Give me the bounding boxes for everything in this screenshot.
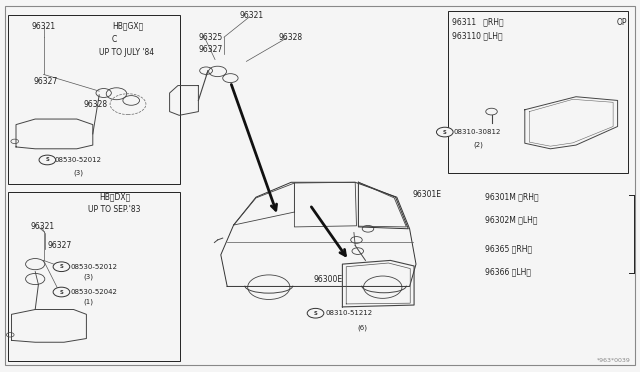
Text: 08530-52012: 08530-52012: [54, 157, 101, 163]
Text: 96302M 〈LH〉: 96302M 〈LH〉: [485, 215, 538, 224]
Text: 96301M 〈RH〉: 96301M 〈RH〉: [485, 193, 539, 202]
Text: OP: OP: [616, 18, 627, 27]
Text: HB〈GX〉: HB〈GX〉: [112, 22, 143, 31]
Text: 96328: 96328: [83, 100, 108, 109]
Bar: [8, 192, 180, 361]
Text: 96311   〈RH〉: 96311 〈RH〉: [452, 18, 504, 27]
Circle shape: [53, 287, 70, 297]
Text: (3): (3): [83, 274, 93, 280]
Text: 96321: 96321: [240, 11, 264, 20]
Text: 96321: 96321: [31, 222, 55, 231]
Text: 96300E: 96300E: [314, 275, 343, 284]
Text: 08530-52042: 08530-52042: [70, 289, 117, 295]
Text: (2): (2): [474, 142, 483, 148]
Circle shape: [53, 262, 70, 272]
Circle shape: [436, 127, 453, 137]
Text: 96301E: 96301E: [413, 190, 442, 199]
Text: 96327: 96327: [48, 241, 72, 250]
Text: (6): (6): [357, 324, 367, 331]
Text: 96327: 96327: [198, 45, 223, 54]
Text: 08310-30812: 08310-30812: [454, 129, 501, 135]
Bar: [8, 15, 180, 184]
Text: S: S: [314, 311, 317, 316]
Text: UP TO SEP.'83: UP TO SEP.'83: [88, 205, 141, 214]
Text: HB〈DX〉: HB〈DX〉: [99, 192, 131, 201]
Text: 96365 〈RH〉: 96365 〈RH〉: [485, 245, 532, 254]
Text: 963110 〈LH〉: 963110 〈LH〉: [452, 32, 503, 41]
Text: *963*0039: *963*0039: [596, 358, 630, 363]
Text: 96321: 96321: [32, 22, 56, 31]
Text: S: S: [60, 264, 63, 269]
Circle shape: [307, 308, 324, 318]
Text: (1): (1): [83, 299, 93, 305]
Text: 96327: 96327: [34, 77, 58, 86]
Text: S: S: [60, 289, 63, 295]
Text: 96366 〈LH〉: 96366 〈LH〉: [485, 267, 531, 276]
Text: 96325: 96325: [198, 33, 223, 42]
Text: UP TO JULY '84: UP TO JULY '84: [99, 48, 154, 57]
Text: C: C: [112, 35, 117, 44]
Text: (3): (3): [74, 170, 84, 176]
Text: 08310-51212: 08310-51212: [325, 310, 372, 316]
Text: S: S: [45, 157, 49, 163]
Circle shape: [39, 155, 56, 165]
Text: 08530-52012: 08530-52012: [70, 264, 117, 270]
Text: S: S: [443, 129, 447, 135]
Text: 96328: 96328: [278, 33, 303, 42]
Bar: [448, 11, 628, 173]
